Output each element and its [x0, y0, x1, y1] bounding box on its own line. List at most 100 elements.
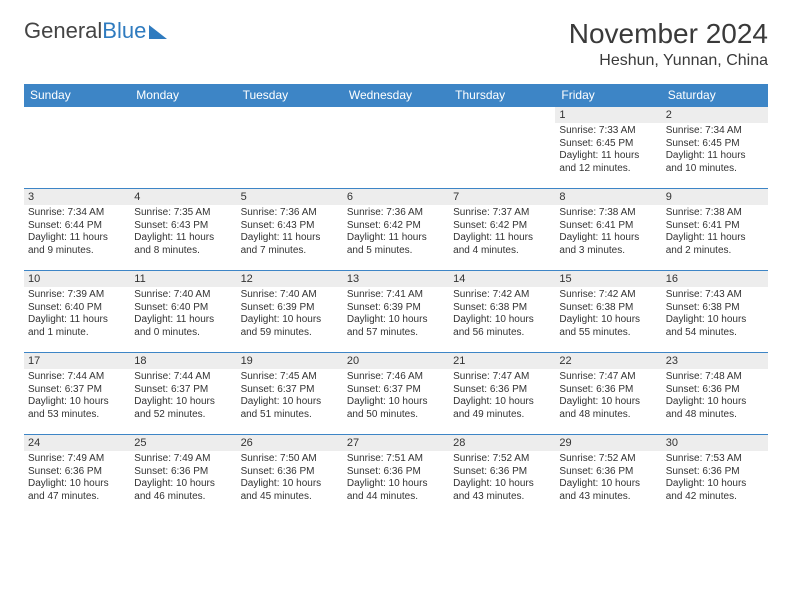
sunrise-text: Sunrise: 7:51 AM: [347, 453, 445, 466]
date-number: 21: [449, 353, 555, 369]
day-info: Sunrise: 7:44 AMSunset: 6:37 PMDaylight:…: [28, 371, 126, 421]
daylight-text: Daylight: 10 hours and 48 minutes.: [559, 396, 657, 421]
sunset-text: Sunset: 6:45 PM: [559, 138, 657, 151]
daylight-text: Daylight: 10 hours and 51 minutes.: [241, 396, 339, 421]
sunset-text: Sunset: 6:40 PM: [134, 302, 232, 315]
day-info: Sunrise: 7:46 AMSunset: 6:37 PMDaylight:…: [347, 371, 445, 421]
calendar-cell: 10Sunrise: 7:39 AMSunset: 6:40 PMDayligh…: [24, 270, 130, 352]
day-info: Sunrise: 7:34 AMSunset: 6:44 PMDaylight:…: [28, 207, 126, 257]
calendar-cell: 2 Sunrise: 7:34 AMSunset: 6:45 PMDaylight…: [662, 106, 768, 188]
date-number: 6: [343, 189, 449, 205]
page-header: General Blue November 2024 Heshun, Yunna…: [24, 18, 768, 70]
calendar-cell: 16 Sunrise: 7:43 AMSunset: 6:38 PMDayligh…: [662, 270, 768, 352]
date-number: 10: [24, 271, 130, 287]
sunset-text: Sunset: 6:37 PM: [28, 384, 126, 397]
sunset-text: Sunset: 6:38 PM: [666, 302, 764, 315]
calendar-cell: [449, 106, 555, 188]
daylight-text: Daylight: 10 hours and 46 minutes.: [134, 478, 232, 503]
day-info: Sunrise: 7:33 AMSunset: 6:45 PMDaylight:…: [559, 125, 657, 175]
sunset-text: Sunset: 6:36 PM: [241, 466, 339, 479]
brand-text-2: Blue: [102, 18, 146, 44]
sunrise-text: Sunrise: 7:38 AM: [666, 207, 764, 220]
day-info: Sunrise: 7:36 AMSunset: 6:42 PMDaylight:…: [347, 207, 445, 257]
calendar-cell: 12Sunrise: 7:40 AMSunset: 6:39 PMDayligh…: [237, 270, 343, 352]
daylight-text: Daylight: 11 hours and 4 minutes.: [453, 232, 551, 257]
sunset-text: Sunset: 6:44 PM: [28, 220, 126, 233]
sunset-text: Sunset: 6:36 PM: [347, 466, 445, 479]
calendar-cell: 8Sunrise: 7:38 AMSunset: 6:41 PMDaylight…: [555, 188, 661, 270]
day-info: Sunrise: 7:37 AMSunset: 6:42 PMDaylight:…: [453, 207, 551, 257]
sunrise-text: Sunrise: 7:46 AM: [347, 371, 445, 384]
weekday-header: Tuesday: [237, 84, 343, 106]
calendar-cell: 19Sunrise: 7:45 AMSunset: 6:37 PMDayligh…: [237, 352, 343, 434]
sunset-text: Sunset: 6:36 PM: [453, 466, 551, 479]
calendar-cell: 14Sunrise: 7:42 AMSunset: 6:38 PMDayligh…: [449, 270, 555, 352]
day-info: Sunrise: 7:44 AMSunset: 6:37 PMDaylight:…: [134, 371, 232, 421]
sunrise-text: Sunrise: 7:34 AM: [28, 207, 126, 220]
sunrise-text: Sunrise: 7:37 AM: [453, 207, 551, 220]
day-info: Sunrise: 7:52 AMSunset: 6:36 PMDaylight:…: [559, 453, 657, 503]
calendar-cell: 17 Sunrise: 7:44 AMSunset: 6:37 PMDayligh…: [24, 352, 130, 434]
date-number: 1: [555, 107, 661, 123]
daylight-text: Daylight: 10 hours and 52 minutes.: [134, 396, 232, 421]
calendar-cell: 27Sunrise: 7:51 AMSunset: 6:36 PMDayligh…: [343, 434, 449, 516]
day-info: Sunrise: 7:43 AMSunset: 6:38 PMDaylight:…: [666, 289, 764, 339]
sunset-text: Sunset: 6:36 PM: [28, 466, 126, 479]
daylight-text: Daylight: 11 hours and 3 minutes.: [559, 232, 657, 257]
sunrise-text: Sunrise: 7:49 AM: [28, 453, 126, 466]
sunrise-text: Sunrise: 7:33 AM: [559, 125, 657, 138]
date-number: 26: [237, 435, 343, 451]
sunset-text: Sunset: 6:36 PM: [666, 384, 764, 397]
sunset-text: Sunset: 6:40 PM: [28, 302, 126, 315]
sunset-text: Sunset: 6:45 PM: [666, 138, 764, 151]
sunrise-text: Sunrise: 7:47 AM: [453, 371, 551, 384]
calendar-cell: 21Sunrise: 7:47 AMSunset: 6:36 PMDayligh…: [449, 352, 555, 434]
date-number: 13: [343, 271, 449, 287]
day-info: Sunrise: 7:53 AMSunset: 6:36 PMDaylight:…: [666, 453, 764, 503]
daylight-text: Daylight: 10 hours and 59 minutes.: [241, 314, 339, 339]
day-info: Sunrise: 7:49 AMSunset: 6:36 PMDaylight:…: [134, 453, 232, 503]
sunset-text: Sunset: 6:36 PM: [559, 384, 657, 397]
sunset-text: Sunset: 6:42 PM: [347, 220, 445, 233]
day-info: Sunrise: 7:34 AMSunset: 6:45 PMDaylight:…: [666, 125, 764, 175]
date-number: 17: [24, 353, 130, 369]
calendar-cell: 5Sunrise: 7:36 AMSunset: 6:43 PMDaylight…: [237, 188, 343, 270]
daylight-text: Daylight: 10 hours and 48 minutes.: [666, 396, 764, 421]
daylight-text: Daylight: 10 hours and 50 minutes.: [347, 396, 445, 421]
day-info: Sunrise: 7:50 AMSunset: 6:36 PMDaylight:…: [241, 453, 339, 503]
sunrise-text: Sunrise: 7:50 AM: [241, 453, 339, 466]
day-info: Sunrise: 7:47 AMSunset: 6:36 PMDaylight:…: [559, 371, 657, 421]
title-block: November 2024 Heshun, Yunnan, China: [569, 18, 768, 70]
date-number: 2: [662, 107, 768, 123]
date-number: 11: [130, 271, 236, 287]
day-info: Sunrise: 7:36 AMSunset: 6:43 PMDaylight:…: [241, 207, 339, 257]
daylight-text: Daylight: 10 hours and 49 minutes.: [453, 396, 551, 421]
daylight-text: Daylight: 10 hours and 43 minutes.: [453, 478, 551, 503]
date-number: 9: [662, 189, 768, 205]
daylight-text: Daylight: 10 hours and 45 minutes.: [241, 478, 339, 503]
calendar-cell: [24, 106, 130, 188]
date-number: 19: [237, 353, 343, 369]
day-info: Sunrise: 7:52 AMSunset: 6:36 PMDaylight:…: [453, 453, 551, 503]
calendar-cell: 29Sunrise: 7:52 AMSunset: 6:36 PMDayligh…: [555, 434, 661, 516]
calendar-cell: 11Sunrise: 7:40 AMSunset: 6:40 PMDayligh…: [130, 270, 236, 352]
day-info: Sunrise: 7:35 AMSunset: 6:43 PMDaylight:…: [134, 207, 232, 257]
day-info: Sunrise: 7:49 AMSunset: 6:36 PMDaylight:…: [28, 453, 126, 503]
sunrise-text: Sunrise: 7:34 AM: [666, 125, 764, 138]
date-number: 23: [662, 353, 768, 369]
sunrise-text: Sunrise: 7:42 AM: [559, 289, 657, 302]
calendar-cell: 7Sunrise: 7:37 AMSunset: 6:42 PMDaylight…: [449, 188, 555, 270]
date-number: 18: [130, 353, 236, 369]
sunrise-text: Sunrise: 7:44 AM: [134, 371, 232, 384]
daylight-text: Daylight: 10 hours and 53 minutes.: [28, 396, 126, 421]
sunset-text: Sunset: 6:36 PM: [666, 466, 764, 479]
date-number: 16: [662, 271, 768, 287]
day-info: Sunrise: 7:41 AMSunset: 6:39 PMDaylight:…: [347, 289, 445, 339]
sunrise-text: Sunrise: 7:39 AM: [28, 289, 126, 302]
sunset-text: Sunset: 6:41 PM: [666, 220, 764, 233]
date-number: 22: [555, 353, 661, 369]
day-info: Sunrise: 7:42 AMSunset: 6:38 PMDaylight:…: [453, 289, 551, 339]
calendar-cell: 4Sunrise: 7:35 AMSunset: 6:43 PMDaylight…: [130, 188, 236, 270]
brand-triangle-icon: [149, 25, 167, 39]
sunrise-text: Sunrise: 7:36 AM: [347, 207, 445, 220]
